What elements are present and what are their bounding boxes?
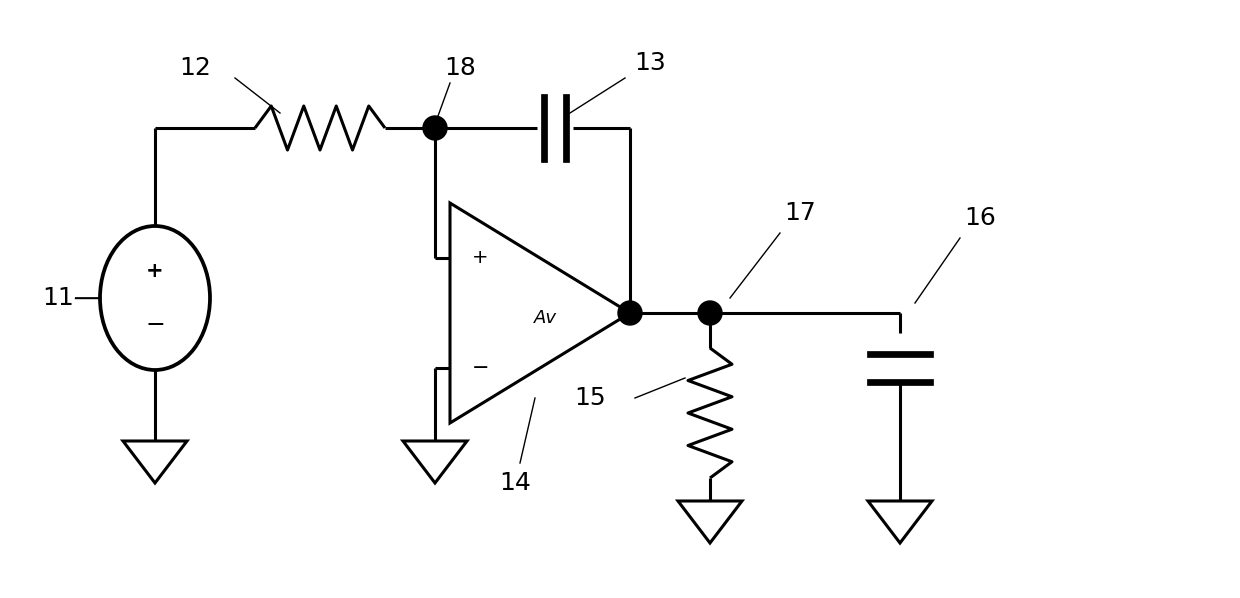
Circle shape (618, 301, 642, 325)
Text: 11: 11 (42, 286, 74, 310)
Text: −: − (145, 313, 165, 337)
Text: Av: Av (533, 309, 557, 327)
Text: +: + (146, 261, 164, 280)
Text: 16: 16 (963, 206, 996, 230)
Circle shape (698, 301, 722, 325)
Text: 17: 17 (784, 201, 816, 225)
Circle shape (423, 116, 446, 140)
Text: +: + (472, 249, 489, 267)
Text: 18: 18 (444, 56, 476, 80)
Text: −: − (472, 358, 490, 378)
Text: 15: 15 (574, 386, 606, 410)
Text: 14: 14 (498, 471, 531, 495)
Text: 12: 12 (179, 56, 211, 80)
Text: 13: 13 (634, 51, 666, 75)
